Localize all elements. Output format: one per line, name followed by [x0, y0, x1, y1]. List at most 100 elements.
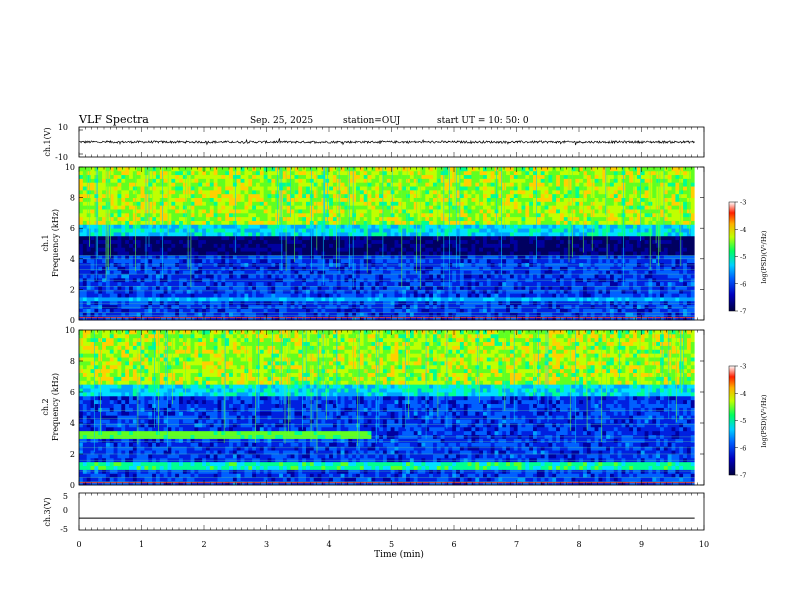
- spec-cell: [556, 297, 560, 301]
- spec-cell: [279, 201, 283, 205]
- spec-cell: [525, 274, 529, 278]
- spec-cell: [302, 182, 306, 186]
- spec-cell: [144, 293, 148, 297]
- spec-cell: [141, 247, 145, 251]
- spec-cell: [160, 186, 164, 190]
- spec-cell: [294, 178, 298, 182]
- spec-cell: [110, 297, 114, 301]
- spec-cell: [406, 236, 410, 240]
- spec-cell: [383, 244, 387, 248]
- spec-cell: [460, 175, 464, 179]
- spec-cell: [210, 178, 214, 182]
- spec-cell: [198, 305, 202, 309]
- spec-cell: [391, 305, 395, 309]
- spec-cell: [495, 259, 499, 263]
- spec-cell: [156, 312, 160, 316]
- spec-cell: [221, 201, 225, 205]
- spec-cell: [475, 274, 479, 278]
- spec-cell: [175, 182, 179, 186]
- spec-cell: [87, 236, 91, 240]
- spec-cell: [556, 266, 560, 270]
- spec-cell: [521, 167, 525, 171]
- spec-cell: [298, 244, 302, 248]
- spec-cell: [121, 201, 125, 205]
- spec-cell: [133, 312, 137, 316]
- spec-cell: [502, 293, 506, 297]
- spec-cell: [91, 221, 95, 225]
- spec-cell: [398, 293, 402, 297]
- spec-cell: [275, 297, 279, 301]
- spec-cell: [495, 293, 499, 297]
- spec-cell: [206, 182, 210, 186]
- spec-cell: [364, 312, 368, 316]
- spec-cell: [475, 305, 479, 309]
- spec-cell: [479, 175, 483, 179]
- spec-cell: [329, 228, 333, 232]
- spec-cell: [487, 244, 491, 248]
- spec-cell: [137, 221, 141, 225]
- spec-cell: [548, 186, 552, 190]
- spec-cell: [421, 244, 425, 248]
- spec-cell: [156, 251, 160, 255]
- spec-cell: [437, 259, 441, 263]
- spec-cell: [310, 178, 314, 182]
- spec-cell: [510, 171, 514, 175]
- spec-cell: [141, 232, 145, 236]
- spec-cell: [171, 190, 175, 194]
- spec-cell: [248, 205, 252, 209]
- spec-cell: [341, 282, 345, 286]
- spec-cell: [371, 201, 375, 205]
- spec-cell: [514, 293, 518, 297]
- spec-cell: [160, 274, 164, 278]
- spec-cell: [406, 167, 410, 171]
- spec-cell: [448, 240, 452, 244]
- spec-cell: [202, 244, 206, 248]
- spec-cell: [344, 228, 348, 232]
- spec-cell: [314, 171, 318, 175]
- spec-cell: [548, 171, 552, 175]
- spec-cell: [164, 282, 168, 286]
- spec-cell: [283, 240, 287, 244]
- spec-cell: [418, 293, 422, 297]
- spec-cell: [210, 224, 214, 228]
- spec-cell: [418, 305, 422, 309]
- spec-cell: [221, 213, 225, 217]
- spec-cell: [191, 309, 195, 313]
- spec-cell: [221, 205, 225, 209]
- spec-cell: [475, 236, 479, 240]
- spec-cell: [433, 171, 437, 175]
- spec-cell: [379, 289, 383, 293]
- spec-cell: [110, 274, 114, 278]
- spec-cell: [491, 209, 495, 213]
- spec-cell: [271, 251, 275, 255]
- spec-cell: [252, 198, 256, 202]
- spec-cell: [133, 289, 137, 293]
- spec-cell: [229, 297, 233, 301]
- spec-cell: [406, 240, 410, 244]
- spec-cell: [418, 178, 422, 182]
- spec-cell: [106, 289, 110, 293]
- spec-cell: [171, 305, 175, 309]
- spec-cell: [479, 205, 483, 209]
- spec-cell: [498, 186, 502, 190]
- spec-cell: [152, 232, 156, 236]
- spec-cell: [198, 213, 202, 217]
- spec-cell: [514, 182, 518, 186]
- spec-cell: [360, 232, 364, 236]
- spec-cell: [514, 244, 518, 248]
- spec-cell: [452, 244, 456, 248]
- spec-cell: [252, 293, 256, 297]
- spec-cell: [156, 289, 160, 293]
- spec-cell: [445, 289, 449, 293]
- spec-cell: [268, 194, 272, 198]
- spec-cell: [410, 213, 414, 217]
- spec-cell: [298, 289, 302, 293]
- spec-cell: [514, 213, 518, 217]
- spec-cell: [218, 236, 222, 240]
- spec-cell: [448, 194, 452, 198]
- spec-cell: [479, 266, 483, 270]
- spec-cell: [356, 236, 360, 240]
- spec-cell: [491, 205, 495, 209]
- spec-cell: [79, 247, 83, 251]
- spec-cell: [518, 312, 522, 316]
